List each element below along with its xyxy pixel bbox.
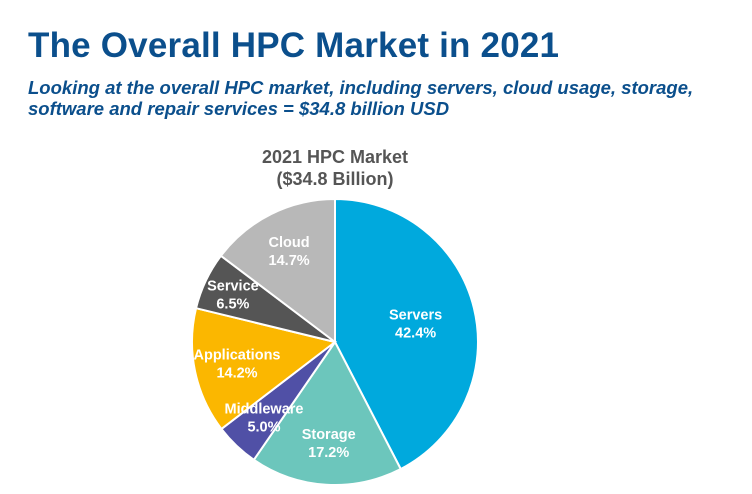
chart-title-block: 2021 HPC Market ($34.8 Billion) xyxy=(200,146,470,190)
slice-label-cloud: Cloud xyxy=(269,235,310,251)
pie-slice-applications xyxy=(191,306,338,431)
slice-label-applications: Applications xyxy=(193,348,280,364)
pie-slice-servers xyxy=(334,197,479,471)
slice-value-storage: 17.2% xyxy=(308,445,349,461)
slice-value-applications: 14.2% xyxy=(216,366,257,382)
slice-label-servers: Servers xyxy=(389,307,442,323)
chart-title: 2021 HPC Market xyxy=(261,147,409,167)
slice-value-servers: 42.4% xyxy=(395,325,436,341)
slice-value-middleware: 5.0% xyxy=(247,420,280,436)
slice-label-service: Service xyxy=(207,279,259,295)
slide-title: The Overall HPC Market in 2021 xyxy=(28,26,560,65)
pie-slice-cloud xyxy=(219,197,336,345)
slide-subtitle: Looking at the overall HPC market, inclu… xyxy=(28,77,694,119)
slice-value-cloud: 14.7% xyxy=(269,253,310,269)
slice-label-middleware: Middleware xyxy=(225,402,304,418)
pie-slice-storage xyxy=(252,340,403,486)
chart-subtitle: ($34.8 Billion) xyxy=(276,169,394,189)
slice-label-storage: Storage xyxy=(302,427,356,443)
slice-value-service: 6.5% xyxy=(216,297,249,313)
